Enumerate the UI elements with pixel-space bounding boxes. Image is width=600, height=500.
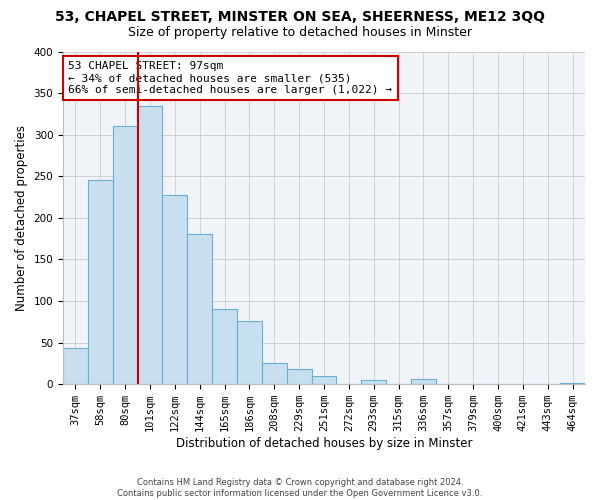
Text: Contains HM Land Registry data © Crown copyright and database right 2024.
Contai: Contains HM Land Registry data © Crown c… [118,478,482,498]
Text: Size of property relative to detached houses in Minster: Size of property relative to detached ho… [128,26,472,39]
Bar [262,364,287,384]
Bar [411,379,436,384]
Y-axis label: Number of detached properties: Number of detached properties [15,125,28,311]
Bar [88,180,113,384]
Bar [361,380,386,384]
Bar [560,382,585,384]
Bar [212,310,237,384]
Bar [287,369,311,384]
Bar [311,376,337,384]
Bar [187,234,212,384]
Text: 53, CHAPEL STREET, MINSTER ON SEA, SHEERNESS, ME12 3QQ: 53, CHAPEL STREET, MINSTER ON SEA, SHEER… [55,10,545,24]
Text: 53 CHAPEL STREET: 97sqm
← 34% of detached houses are smaller (535)
66% of semi-d: 53 CHAPEL STREET: 97sqm ← 34% of detache… [68,62,392,94]
Bar [137,106,163,384]
Bar [63,348,88,384]
Bar [113,126,137,384]
Bar [163,194,187,384]
X-axis label: Distribution of detached houses by size in Minster: Distribution of detached houses by size … [176,437,472,450]
Bar [237,321,262,384]
